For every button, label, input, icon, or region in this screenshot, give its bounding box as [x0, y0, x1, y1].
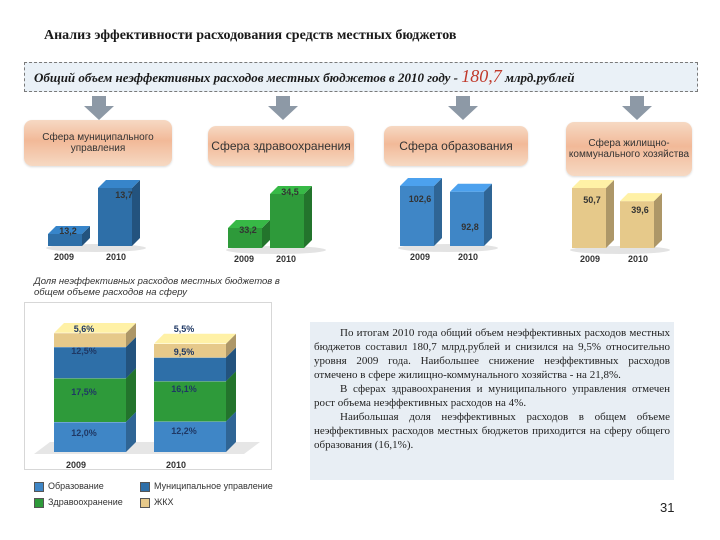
health-2009-value: 33,2	[239, 225, 257, 235]
legend-swatch-muni	[140, 482, 150, 492]
year-label: 2010	[276, 254, 297, 264]
page-title: Анализ эффективности расходования средст…	[44, 28, 457, 43]
chart-caption: Доля неэффективных расходов местных бюдж…	[34, 276, 280, 298]
legend-label: Здравоохранение	[48, 497, 123, 507]
summary-text-box	[310, 322, 674, 480]
muni-2010-value: 13,7	[115, 190, 133, 200]
sphere-bars-svg	[46, 178, 670, 254]
health-2009-share: 17,5%	[71, 387, 97, 397]
summary-banner-text: Общий объем неэффективных расходов местн…	[34, 66, 575, 87]
edu-2010-share: 12,2%	[171, 426, 197, 436]
banner-value: 180,7	[461, 66, 502, 86]
down-arrow-icon	[622, 96, 652, 120]
sphere-edu-label: Сфера образования	[384, 126, 528, 166]
summary-text: По итогам 2010 года общий объем неэффект…	[314, 326, 670, 452]
zkh-2010-share: 5,5%	[173, 324, 195, 334]
down-arrow-icon	[84, 96, 114, 120]
health-2010-bar	[270, 186, 312, 248]
year-label: 2009	[580, 254, 601, 264]
zkh-2009-value: 50,7	[583, 195, 601, 205]
legend-label: Муниципальное управление	[154, 481, 273, 491]
zkh-segment-2009	[54, 323, 136, 347]
year-label: 2010	[458, 252, 479, 262]
legend-swatch-edu	[34, 482, 44, 492]
sphere-health-label: Сфера здравоохранения	[208, 126, 354, 166]
muni-2010-share: 9,5%	[173, 347, 195, 357]
summary-paragraph: Наибольшая доля неэффективных расходов в…	[314, 411, 670, 451]
edu-2009-share: 12,0%	[71, 428, 97, 438]
share-year-label: 2010	[166, 460, 187, 470]
year-label: 2009	[410, 252, 431, 262]
year-label: 2009	[234, 254, 255, 264]
summary-paragraph: По итогам 2010 года общий объем неэффект…	[314, 327, 670, 381]
zkh-2010-bar	[620, 193, 662, 248]
down-arrow-icon	[448, 96, 478, 120]
summary-paragraph: В сферах здравоохранения и муниципальног…	[314, 383, 670, 409]
sphere-muni-label: Сфера муниципального управления	[24, 120, 172, 166]
banner-unit: млрд.рублей	[501, 70, 575, 85]
share-chart-svg	[34, 323, 260, 454]
zkh-2010-value: 39,6	[631, 205, 649, 215]
year-label: 2010	[628, 254, 649, 264]
down-arrow-icon	[268, 96, 298, 120]
edu-2009-bar	[400, 178, 442, 246]
muni-2009-value: 13,2	[59, 226, 77, 236]
year-label: 2009	[54, 252, 75, 262]
year-label: 2010	[106, 252, 127, 262]
legend-swatch-zkh	[140, 498, 150, 508]
page-number: 31	[660, 500, 675, 515]
summary-banner	[24, 62, 698, 92]
edu-2010-bar	[450, 183, 492, 246]
muni-2010-bar	[98, 180, 140, 246]
legend-label: Образование	[48, 481, 104, 491]
share-year-label: 2009	[66, 460, 87, 470]
edu-2009-value: 102,6	[408, 194, 432, 204]
legend-label: ЖКХ	[154, 497, 174, 507]
health-2010-value: 34,5	[281, 187, 299, 197]
health-2009-bar	[228, 220, 270, 248]
legend-swatch-health	[34, 498, 44, 508]
health-2010-share: 16,1%	[171, 384, 197, 394]
zkh-segment-2010	[154, 333, 236, 358]
zkh-2009-share: 5,6%	[73, 324, 95, 334]
edu-2010-value: 92,8	[461, 222, 479, 232]
zkh-2009-bar	[572, 180, 614, 248]
banner-text: Общий объем неэффективных расходов местн…	[34, 70, 462, 85]
muni-2009-bar	[48, 226, 90, 246]
sphere-zkh-label: Сфера жилищно-коммунального хозяйства	[566, 122, 692, 176]
muni-2009-share: 12,5%	[71, 346, 97, 356]
